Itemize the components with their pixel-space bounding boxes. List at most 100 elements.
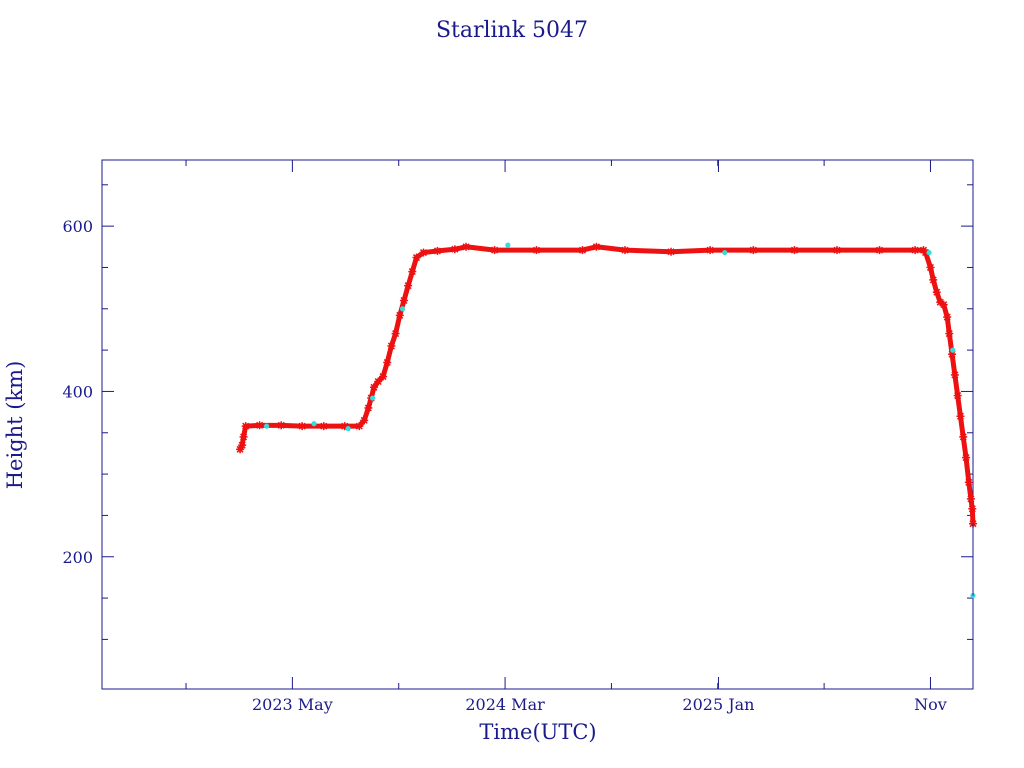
data-point xyxy=(592,242,601,251)
data-point xyxy=(929,275,938,284)
y-axis-label: Height (km) xyxy=(3,361,27,490)
data-point-stroke xyxy=(621,246,629,254)
axis-ticks xyxy=(102,160,973,689)
y-tick-label: 200 xyxy=(62,548,93,567)
data-point-stroke xyxy=(940,301,948,309)
data-point-alt xyxy=(399,306,406,312)
y-tick-label: 400 xyxy=(62,382,93,401)
data-point-alt xyxy=(311,421,317,427)
data-point-stroke xyxy=(408,268,416,276)
data-point xyxy=(408,267,417,276)
data-point-stroke xyxy=(379,373,387,381)
data-point xyxy=(749,246,758,255)
data-point-stroke xyxy=(965,478,973,486)
data-point-stroke xyxy=(749,246,757,254)
chart-title: Starlink 5047 xyxy=(436,18,588,43)
data-point xyxy=(379,372,388,381)
data-point-stroke xyxy=(532,246,540,254)
data-point xyxy=(399,296,408,305)
data-point-stroke xyxy=(967,495,975,503)
data-point xyxy=(706,246,715,255)
data-point-alt xyxy=(950,347,956,353)
data-point-alt xyxy=(369,395,376,401)
data-point-stroke xyxy=(968,505,976,513)
series-line xyxy=(239,246,974,524)
data-point xyxy=(298,422,307,431)
data-point xyxy=(943,313,952,322)
x-tick-label: 2024 Mar xyxy=(465,695,545,714)
data-point xyxy=(790,246,799,255)
data-point xyxy=(360,416,369,425)
data-point-stroke xyxy=(462,243,470,251)
data-point xyxy=(578,246,587,255)
data-point-stroke xyxy=(370,383,378,391)
data-point xyxy=(387,341,396,350)
data-point xyxy=(959,432,968,441)
y-tick-label: 600 xyxy=(62,217,93,236)
data-point-stroke xyxy=(320,422,328,430)
data-point-stroke xyxy=(433,247,441,255)
data-point xyxy=(532,246,541,255)
data-point-stroke xyxy=(238,441,246,449)
data-point xyxy=(968,504,977,513)
data-point-stroke xyxy=(400,296,408,305)
data-point-stroke xyxy=(911,246,919,254)
data-point xyxy=(956,412,965,421)
data-point xyxy=(412,253,421,262)
data-point-stroke xyxy=(242,422,250,430)
data-point xyxy=(239,432,248,441)
data-point-alt xyxy=(722,249,728,256)
data-point xyxy=(926,263,935,272)
x-tick-label: Nov xyxy=(914,695,947,714)
data-point-stroke xyxy=(341,422,349,430)
data-point-stroke xyxy=(833,246,841,254)
data-point-stroke xyxy=(706,246,714,254)
data-point xyxy=(462,242,471,251)
data-point xyxy=(255,421,264,430)
data-point-alt xyxy=(505,242,511,248)
x-axis-label: Time(UTC) xyxy=(479,720,596,744)
data-point xyxy=(875,246,884,255)
data-point-stroke xyxy=(945,330,953,338)
data-point xyxy=(433,246,442,255)
data-point-stroke xyxy=(392,330,400,338)
data-point xyxy=(319,422,328,431)
data-point xyxy=(404,281,413,290)
data-point-stroke xyxy=(364,404,372,412)
data-point xyxy=(932,288,941,297)
data-point-stroke xyxy=(240,433,248,441)
data-point xyxy=(383,358,392,367)
data-point xyxy=(953,391,962,400)
data-point xyxy=(962,453,971,462)
data-point-stroke xyxy=(360,416,368,424)
data-point-stroke xyxy=(929,276,937,284)
data-point-stroke xyxy=(404,282,412,290)
data-point-stroke xyxy=(933,288,941,296)
plot-area xyxy=(236,242,977,599)
data-point-stroke xyxy=(954,392,962,400)
data-point xyxy=(374,377,383,386)
data-point xyxy=(945,329,954,338)
data-point xyxy=(939,300,948,309)
data-point-stroke xyxy=(491,246,499,254)
data-point-alt xyxy=(263,423,270,429)
data-point xyxy=(450,245,459,254)
x-tick-label: 2023 May xyxy=(252,695,333,714)
data-point xyxy=(277,421,286,430)
x-tick-labels: 2023 May 2024 Mar 2025 Jan Nov xyxy=(252,695,947,714)
data-point-stroke xyxy=(451,245,459,253)
data-point xyxy=(667,247,676,256)
data-point-stroke xyxy=(277,421,285,429)
data-point xyxy=(241,422,250,431)
data-point xyxy=(950,370,959,379)
data-point-stroke xyxy=(943,313,951,321)
data-point xyxy=(833,246,842,255)
data-point xyxy=(490,246,499,255)
data-point xyxy=(621,246,630,255)
data-point-stroke xyxy=(876,246,884,254)
data-point xyxy=(395,311,404,320)
y-tick-labels: 200 400 600 xyxy=(62,217,93,567)
data-point-stroke xyxy=(256,421,264,429)
data-point xyxy=(391,329,400,338)
